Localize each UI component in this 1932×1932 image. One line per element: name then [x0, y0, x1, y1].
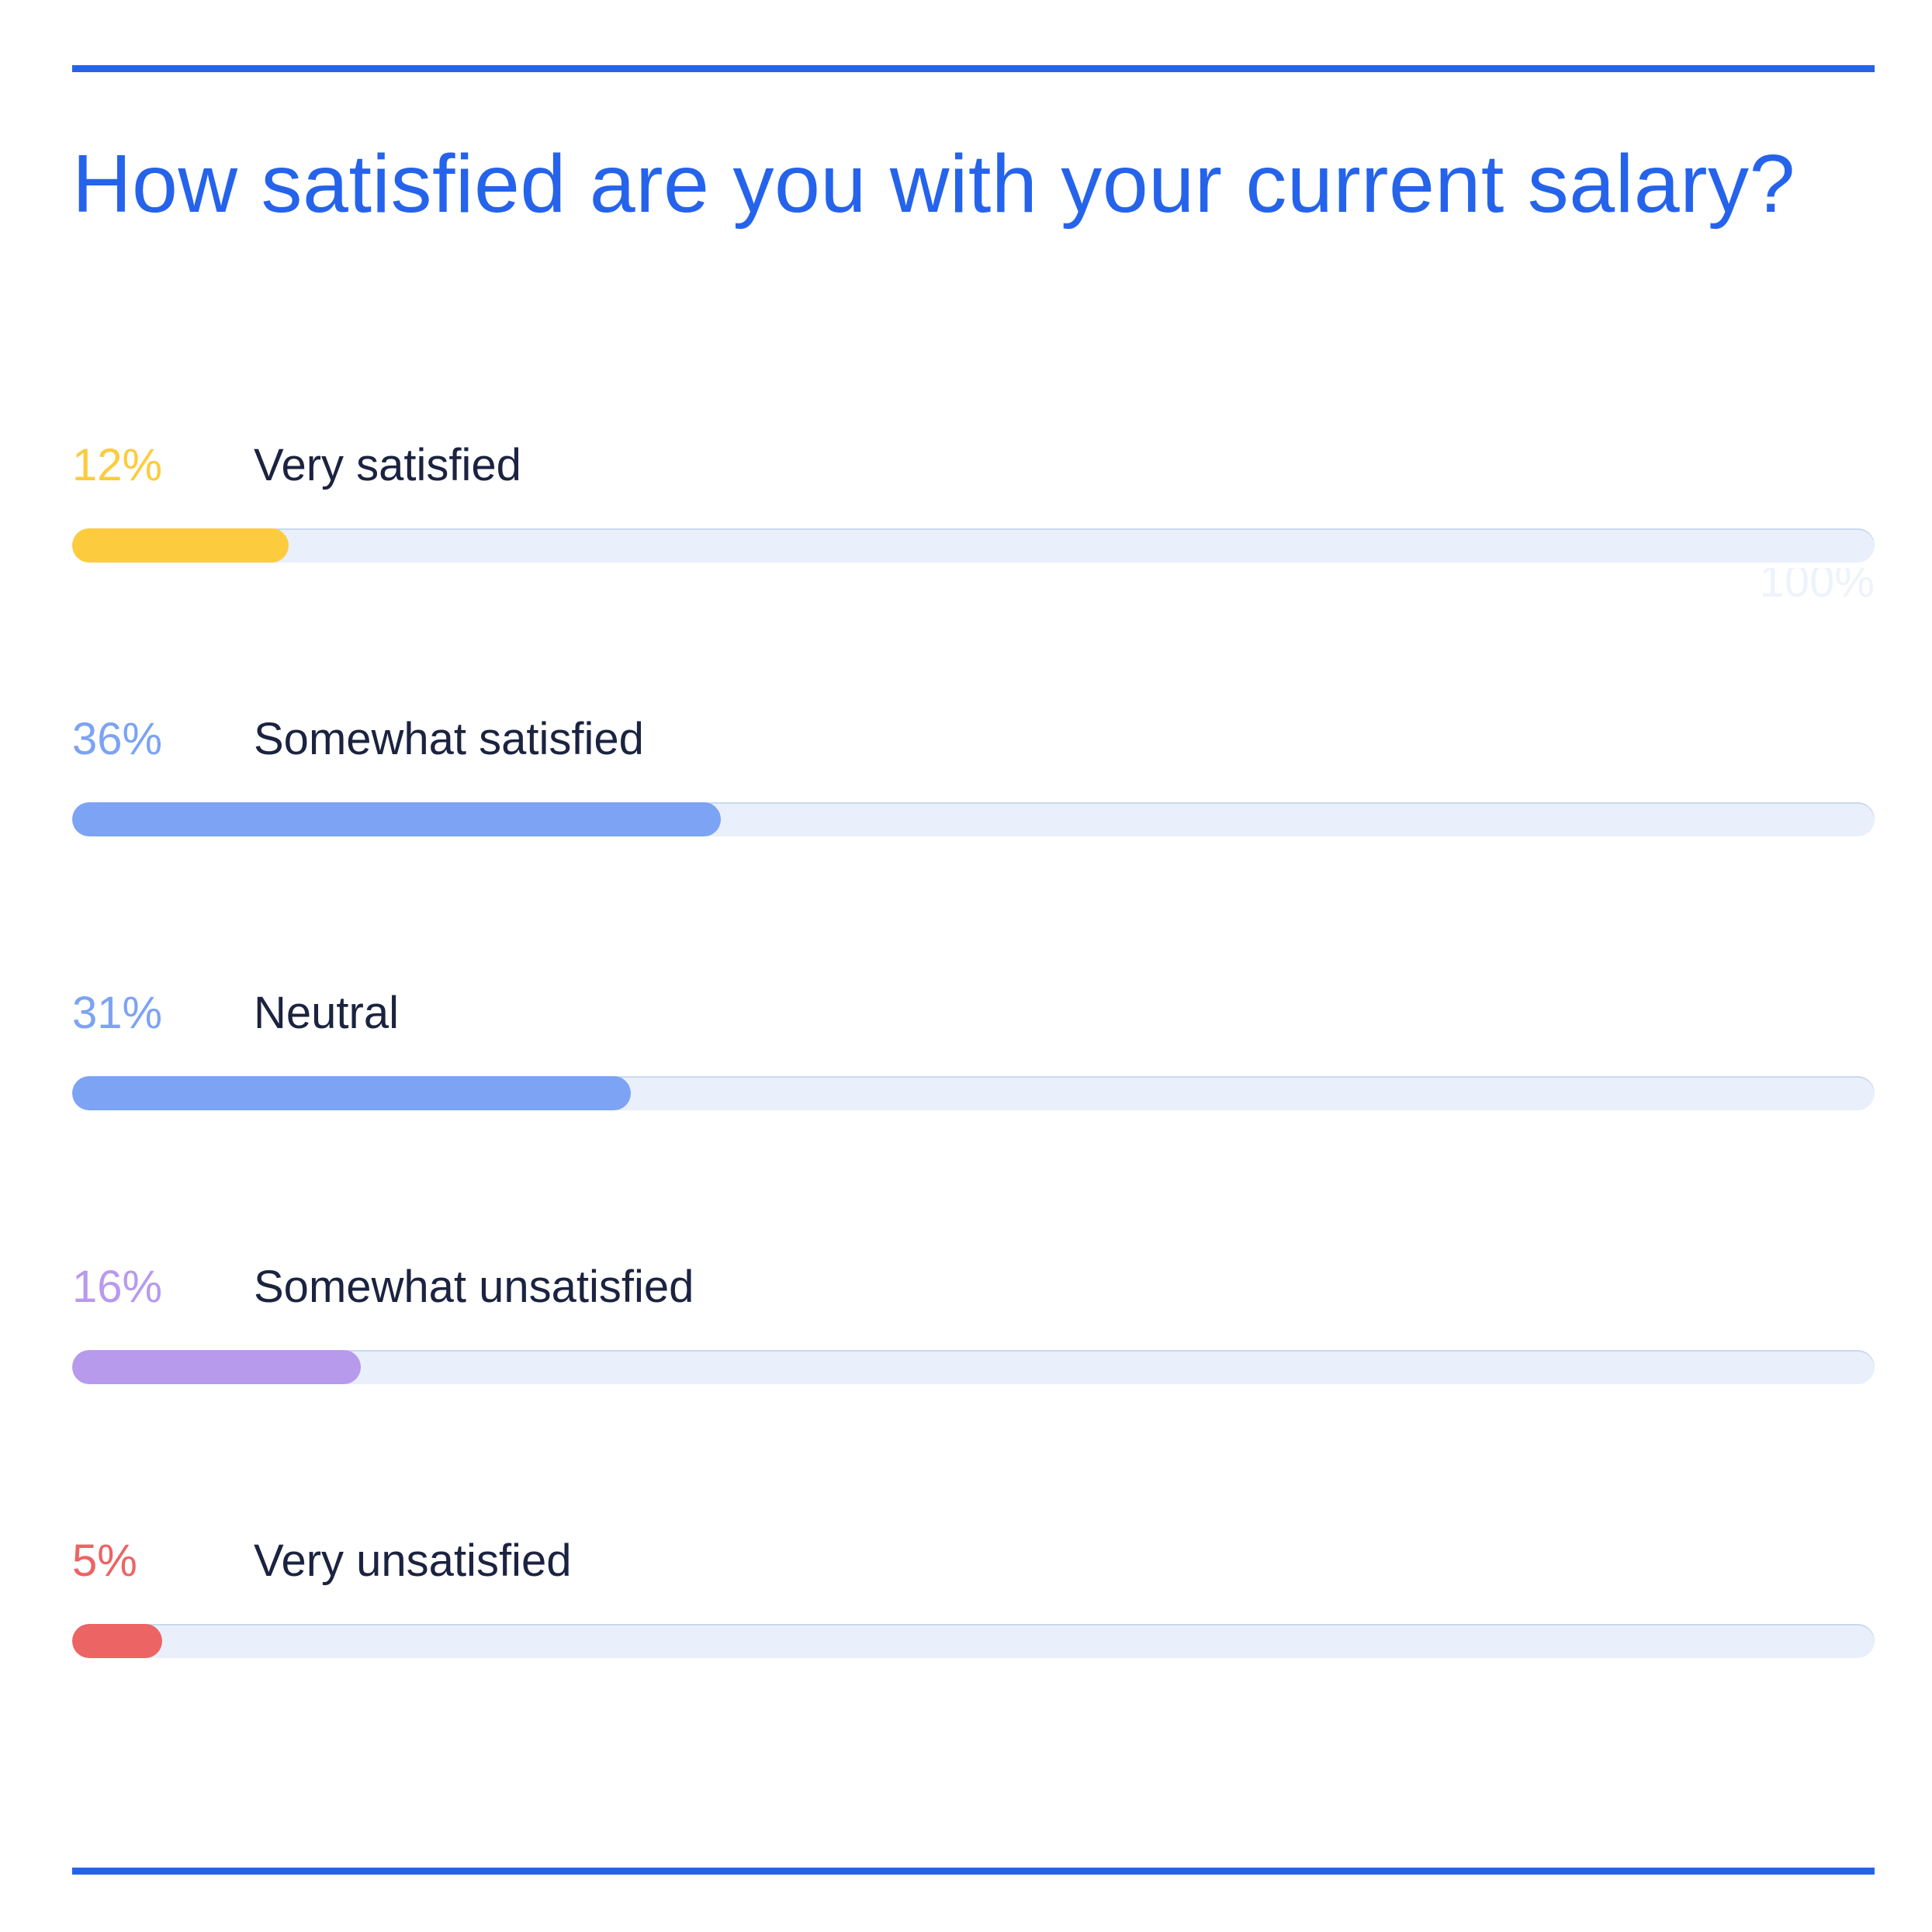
value-label: 16%: [72, 1262, 163, 1312]
value-label: 36%: [72, 714, 163, 764]
category-label: Very unsatisfied: [254, 1536, 572, 1586]
category-label: Very satisfied: [254, 440, 521, 490]
bar-list: 12% Very satisfied 100% 36% Somewhat satisfi…: [72, 435, 1875, 1804]
category-label: Somewhat satisfied: [254, 714, 644, 764]
bar-track: [72, 1076, 1875, 1110]
bar-row: 31% Neutral: [72, 982, 1875, 1256]
bar-row: 36% Somewhat satisfied: [72, 708, 1875, 982]
category-label: Neutral: [254, 988, 399, 1038]
bar-track: [72, 1350, 1875, 1384]
bar-fill: [72, 802, 721, 836]
bar-fill: [72, 1624, 162, 1658]
category-label: Somewhat unsatisfied: [254, 1262, 694, 1312]
bar-track: [72, 528, 1875, 563]
value-label: 5%: [72, 1536, 137, 1586]
bar-fill: [72, 1076, 631, 1110]
scale-max-label: 100%: [1759, 556, 1875, 607]
bar-fill: [72, 1350, 361, 1384]
bar-row: 12% Very satisfied 100%: [72, 435, 1875, 708]
bar-row: 16% Somewhat unsatisfied: [72, 1256, 1875, 1530]
value-label: 31%: [72, 988, 163, 1038]
chart-title: How satisfied are you with your current …: [72, 138, 1795, 230]
bar-row: 5% Very unsatisfied: [72, 1530, 1875, 1804]
top-divider: [72, 65, 1875, 72]
bar-track: [72, 1624, 1875, 1658]
bar-fill: [72, 528, 289, 563]
value-label: 12%: [72, 440, 163, 490]
bottom-divider: [72, 1868, 1875, 1875]
bar-track: [72, 802, 1875, 836]
